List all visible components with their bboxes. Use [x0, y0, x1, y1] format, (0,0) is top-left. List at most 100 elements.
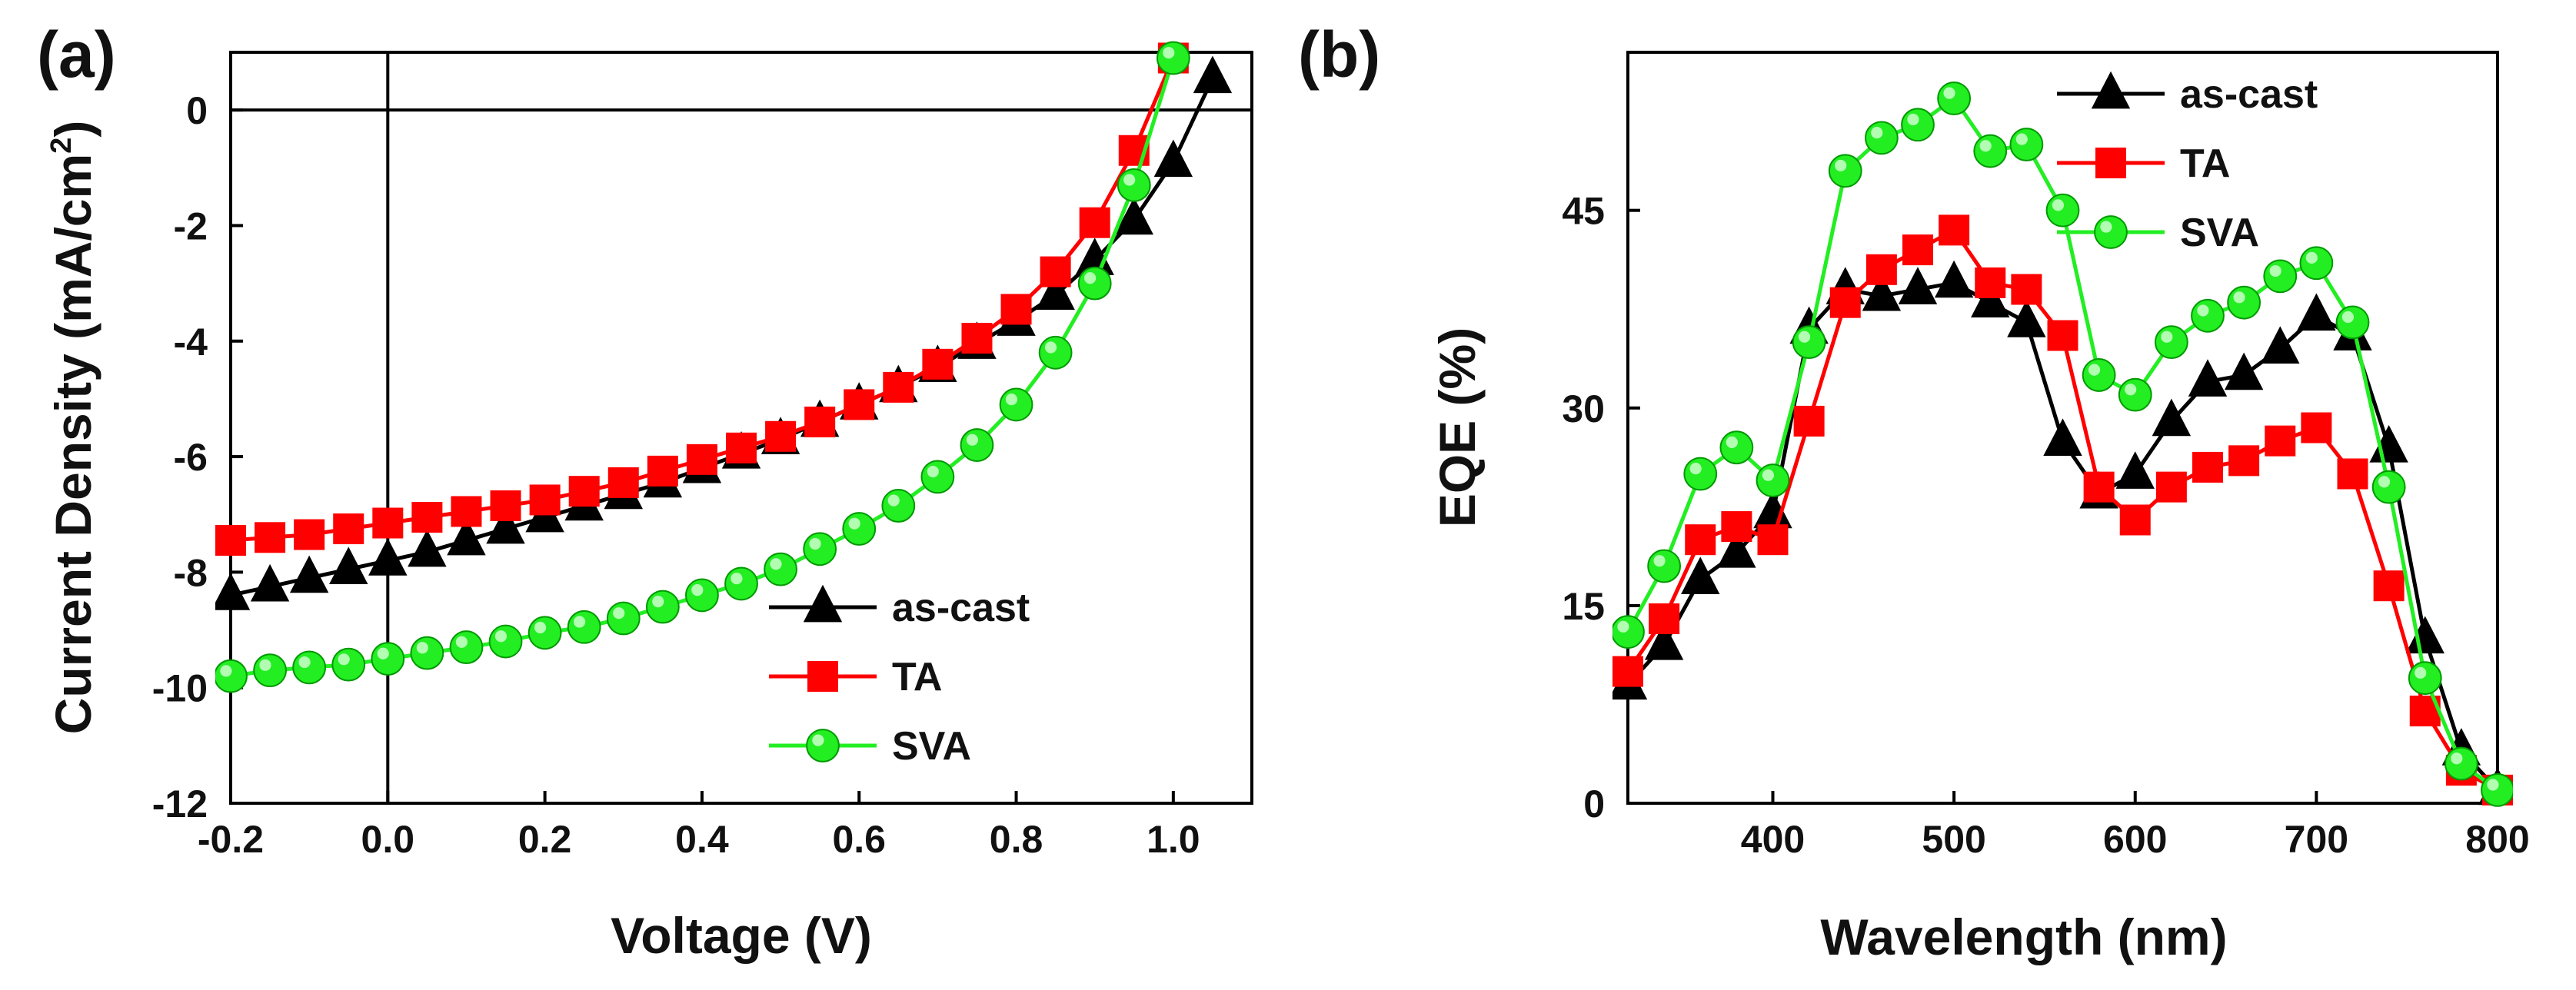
panel-b-series-sva-point-body [1973, 134, 2008, 168]
panel-b-series-sva-point-highlight [2487, 779, 2499, 791]
panel-a-series-sva-point [567, 610, 601, 644]
panel-a-series-ta-point [765, 420, 797, 452]
panel-a-series-sva-point-highlight [731, 572, 743, 585]
panel-a-legend-item-ta: TA [769, 655, 942, 699]
panel-a-x-tick-label: 0.4 [675, 818, 729, 861]
panel-a-series-sva-point-highlight [613, 607, 625, 620]
panel-b-series-sva-point [2045, 193, 2080, 228]
panel-b-series-sva-point [2335, 305, 2370, 340]
panel-a-series-sva-point-body [253, 653, 287, 688]
panel-a-series-sva-point-body [920, 460, 955, 494]
panel-a-series-sva [215, 41, 1190, 693]
panel-b-series-ta-point [1685, 524, 1716, 556]
panel-b-series-sva-point-highlight [1979, 140, 1992, 152]
panel-a-series-ta-point [922, 348, 954, 380]
panel-b-series-sva-point-body [2082, 358, 2116, 392]
panel-b-series-sva-point [2371, 470, 2406, 504]
panel-b-series-as-cast-point [2405, 616, 2445, 654]
panel-b-series-sva-point-body [2227, 285, 2261, 320]
panel-b-x-axis-title: Wavelength (nm) [1820, 909, 2227, 965]
panel-a-series-as-cast-point [329, 546, 368, 584]
panel-a-series-sva-point-highlight [691, 584, 704, 596]
panel-a-series-ta-point [686, 444, 717, 475]
panel-a-legend-item-ta-label: TA [892, 655, 942, 699]
panel-b-series-sva-point-highlight [2125, 384, 2137, 396]
panel-a-legend-item-sva-marker-body [806, 729, 840, 762]
panel-a-series-sva-point-highlight [377, 647, 389, 659]
panel-b-series-as-cast-point [2297, 293, 2336, 331]
panel-b-series-ta-point [2155, 471, 2187, 503]
panel-b-series-sva-point-highlight [2088, 364, 2101, 376]
panel-a-series-sva-point [960, 428, 994, 462]
panel-a-series-sva-point-highlight [1084, 272, 1097, 284]
panel-a-series-ta-point [451, 496, 482, 527]
panel-a-series-sva-point-highlight [220, 665, 232, 677]
panel-b-series-sva-point [2154, 325, 2188, 359]
panel-a-series-sva-point-highlight [770, 558, 782, 570]
panel-b-series-sva-point-highlight [2233, 291, 2245, 304]
panel-b-series-sva-point [2408, 661, 2442, 696]
panel-b-series-sva-point-body [2154, 325, 2188, 359]
panel-b-x-tick-label: 500 [1922, 818, 1985, 861]
panel-a-x-tick-label: 1.0 [1147, 818, 1200, 861]
panel-b-legend-item-sva-marker [2094, 215, 2128, 249]
panel-b-series-sva-point [1647, 549, 1682, 583]
panel-a-x-tick-label: 0.6 [832, 818, 886, 861]
panel-b-series-sva-point-highlight [2161, 331, 2173, 343]
panel-b-series-sva-point-body [2263, 259, 2298, 294]
panel-b-legend-item-sva-label: SVA [2180, 211, 2259, 255]
panel-b-ticks: 400 500 600 700 800 0 15 30 45 [1562, 190, 2529, 861]
panel-b-series-ta-point [2047, 320, 2078, 351]
panel-a-series-sva-point [528, 616, 562, 650]
panel-a-legend: as-cast TA SVA [769, 584, 1030, 769]
panel-b-series-sva-point-highlight [2052, 199, 2065, 211]
panel-b-series-as-cast-point [1717, 530, 1756, 568]
panel-a-series-ta-point [1000, 294, 1032, 325]
panel-a-series-sva-point-highlight [848, 517, 860, 530]
panel-b-series-ta-point [2265, 425, 2296, 457]
panel-a-series-ta-point [411, 501, 443, 533]
panel-b-series-ta-point [2083, 471, 2115, 503]
panel-a-y-tick-label: -2 [174, 204, 208, 248]
panel-b-series-as-cast-point [1644, 623, 1684, 660]
panel-a-series-sva-point-body [567, 610, 601, 644]
panel-a-series-sva-point-highlight [927, 465, 939, 478]
panel-a-label: (a) [37, 18, 116, 91]
panel-a-series-sva-point [842, 512, 877, 546]
panel-a-series-sva-point-body [724, 566, 758, 601]
panel-a-plot-frame [229, 51, 1253, 805]
panel-a-y-tick-label: -6 [174, 436, 208, 479]
panel-b-series-sva-point [2082, 358, 2116, 392]
panel-a-series [215, 41, 1233, 693]
panel-a-series-sva-point-body [960, 428, 994, 462]
panel-b-series-ta-point [1829, 287, 1861, 318]
panel-b-series-sva-point-body [1792, 325, 1826, 359]
panel-b-series-sva-point [2191, 298, 2225, 333]
panel-b-legend-item-as-cast-label: as-cast [2180, 72, 2318, 117]
panel-b-series-as-cast-point [2115, 451, 2155, 489]
panel-a-series-sva-point [1156, 41, 1190, 75]
panel-a-series-sva-point-body [292, 650, 327, 685]
panel-b-series-sva-point-highlight [1871, 126, 1883, 139]
panel-a-series-as-cast-point [250, 563, 290, 602]
panel-b-series-as-cast-point [1971, 280, 2010, 318]
panel-a-y-axis-title-close: ) [45, 121, 102, 138]
panel-a-series-sva-point [764, 552, 797, 586]
panel-a-series-as-cast-point [447, 517, 486, 556]
panel-a-series-ta [215, 42, 1189, 556]
panel-b-series-sva-point [2009, 128, 2044, 161]
panel-b-series-as-cast-point [2261, 326, 2300, 364]
panel-b-series-sva-point-highlight [2305, 251, 2318, 264]
panel-b-series-sva-point-body [2444, 746, 2478, 781]
panel-b-series-sva-point-body [1647, 549, 1682, 583]
panel-a-series-sva-point [724, 566, 758, 601]
panel-a-series-ta-point [844, 389, 875, 420]
panel-b-series-sva-point-highlight [2451, 752, 2463, 765]
panel-b-series-ta-point [1902, 234, 1933, 266]
panel-b-series-sva-point-body [1719, 430, 1754, 465]
panel-b-series-sva-point-highlight [1617, 620, 1629, 633]
panel-a-ref-lines [231, 52, 1252, 803]
panel-a-x-tick-label: 0.8 [990, 818, 1043, 861]
panel-b-series-sva-point-highlight [1798, 331, 1811, 343]
